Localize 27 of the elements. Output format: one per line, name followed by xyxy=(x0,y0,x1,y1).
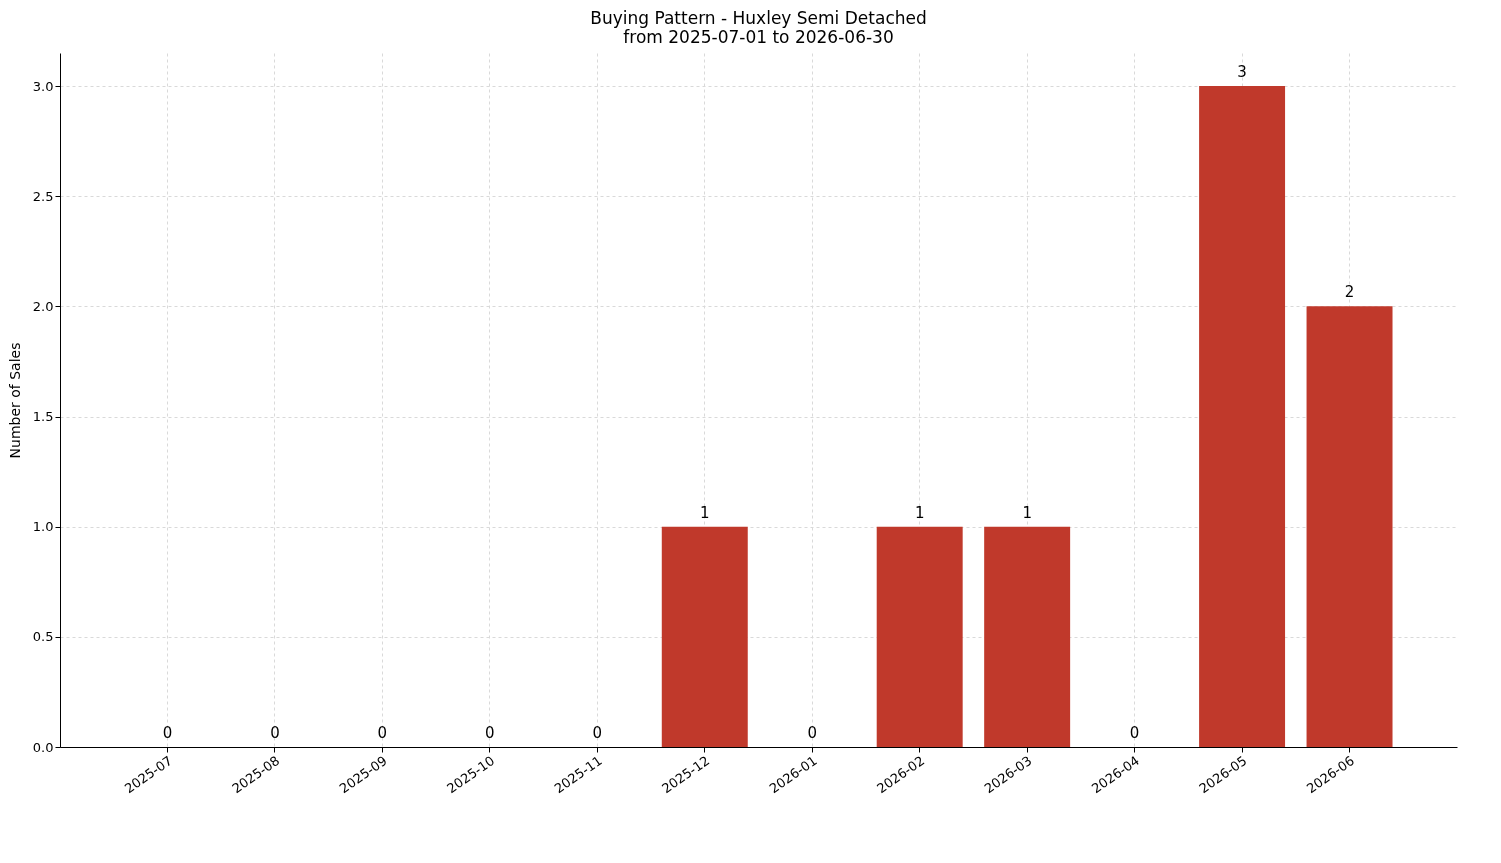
bar xyxy=(876,526,963,747)
y-tick-label: 2.0 xyxy=(32,298,54,314)
data-label: 2 xyxy=(1344,283,1355,302)
y-tick-label: 0.5 xyxy=(32,629,54,645)
bar xyxy=(1306,306,1393,747)
data-label: 0 xyxy=(377,724,388,742)
chart-title: Buying Pattern - Huxley Semi Detached xyxy=(590,8,927,28)
data-label: 0 xyxy=(1129,724,1140,742)
data-label: 3 xyxy=(1237,63,1247,82)
y-tick-label: 2.5 xyxy=(32,188,54,204)
y-tick-label: 3.0 xyxy=(32,78,54,94)
chart-subtitle: from 2025-07-01 to 2026-06-30 xyxy=(623,27,894,47)
data-label: 1 xyxy=(700,503,710,522)
y-axis-title: Number of Sales xyxy=(6,342,23,459)
data-label: 0 xyxy=(162,724,173,742)
bar xyxy=(984,526,1071,747)
data-label: 0 xyxy=(592,724,603,742)
y-tick-label: 1.5 xyxy=(32,409,54,425)
data-label: 1 xyxy=(914,503,925,522)
y-tick-label: 0.0 xyxy=(32,739,54,755)
data-label: 0 xyxy=(270,724,280,742)
data-label: 1 xyxy=(1022,503,1032,522)
data-label: 0 xyxy=(485,724,495,742)
bar xyxy=(661,526,748,747)
data-label: 0 xyxy=(807,724,817,742)
y-tick-label: 1.0 xyxy=(32,519,54,535)
bar xyxy=(1199,86,1286,747)
